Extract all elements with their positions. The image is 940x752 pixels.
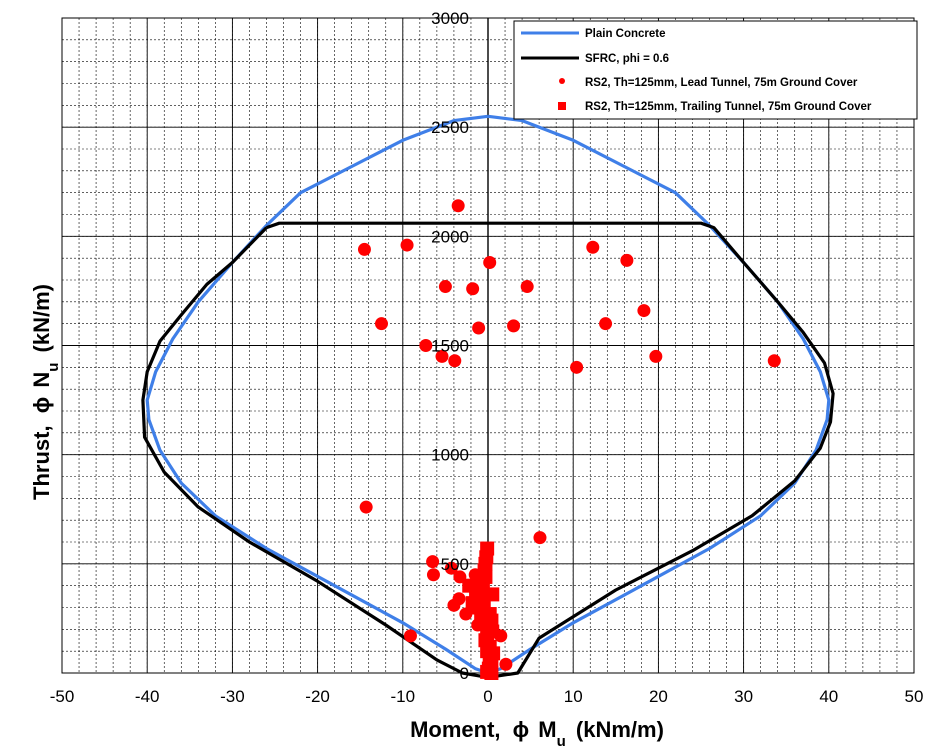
y-tick-label: 500 (441, 555, 469, 574)
legend-box (513, 20, 918, 120)
lead-tunnel-point (466, 282, 480, 296)
x-tick-label: 20 (649, 687, 668, 706)
y-tick-label: 3000 (431, 9, 469, 28)
legend-label-trailing-tunnel: RS2, Th=125mm, Trailing Tunnel, 75m Grou… (585, 101, 872, 113)
legend: Plain Concrete SFRC, phi = 0.6 RS2, Th=1… (513, 20, 918, 120)
x-axis-title: Moment, ϕ Mu (kNm/m) (410, 717, 664, 750)
y-tick-label: 2500 (431, 118, 469, 137)
legend-label-plain-concrete: Plain Concrete (585, 28, 666, 40)
sfrc-curve (141, 221, 835, 679)
lead-tunnel-point (447, 598, 461, 612)
lead-tunnel-point (533, 531, 547, 545)
trailing-tunnel-point (485, 587, 500, 602)
y-tick-label: 1500 (431, 337, 469, 356)
x-tick-labels: -50 -40 -30 -20 -10 0 10 20 30 40 50 (50, 687, 924, 706)
x-tick-label: 0 (483, 687, 492, 706)
lead-tunnel-point (637, 304, 651, 318)
legend-marker-trailing-tunnel (558, 102, 566, 110)
trailing-tunnel-point (480, 644, 495, 659)
x-tick-label: 10 (564, 687, 583, 706)
trailing-tunnel-point (474, 609, 489, 624)
lead-tunnel-point (620, 253, 634, 267)
y-tick-labels: 0 500 1000 1500 2000 2500 3000 (431, 9, 469, 683)
x-tick-label: -20 (305, 687, 330, 706)
legend-marker-lead-tunnel (559, 78, 565, 84)
lead-tunnel-point (507, 319, 521, 333)
legend-label-lead-tunnel: RS2, Th=125mm, Lead Tunnel, 75m Ground C… (585, 77, 858, 89)
lead-tunnel-point (426, 555, 440, 569)
x-tick-label: 40 (819, 687, 838, 706)
lead-tunnel-point (448, 354, 462, 368)
trailing-tunnel-point (462, 578, 477, 593)
lead-tunnel-point (649, 349, 663, 363)
lead-tunnel-point (472, 321, 486, 335)
lead-tunnel-point (357, 242, 371, 256)
x-tick-label: 30 (734, 687, 753, 706)
lead-tunnel-point (767, 354, 781, 368)
lead-tunnel-point (438, 280, 452, 294)
lead-tunnel-point (419, 339, 433, 352)
x-tick-label: -10 (391, 687, 416, 706)
data-markers (357, 199, 781, 680)
lead-tunnel-point (483, 256, 497, 270)
lead-tunnel-point (403, 629, 417, 643)
lead-tunnel-point (435, 349, 449, 363)
x-tick-label: -40 (135, 687, 160, 706)
y-tick-label: 2000 (431, 227, 469, 246)
lead-tunnel-point (570, 360, 584, 374)
lead-tunnel-point (444, 561, 458, 575)
trailing-tunnel-point (484, 666, 499, 680)
y-tick-label: 1000 (431, 446, 469, 465)
x-tick-label: -30 (220, 687, 245, 706)
lead-tunnel-point (599, 317, 613, 331)
lead-tunnel-point (375, 317, 388, 331)
y-axis-title: Thrust, ϕ Nu (kN/m) (29, 284, 62, 500)
lead-tunnel-point (586, 240, 600, 254)
lead-tunnel-point (520, 280, 534, 294)
trailing-tunnel-point (485, 624, 500, 639)
trailing-tunnel-point (473, 580, 488, 595)
lead-tunnel-point (426, 568, 440, 582)
lead-tunnel-point (400, 238, 414, 252)
y-tick-label: 0 (460, 664, 469, 683)
lead-tunnel-point (451, 199, 465, 213)
legend-label-sfrc: SFRC, phi = 0.6 (585, 53, 669, 65)
lead-tunnel-point (499, 657, 513, 671)
x-tick-label: -50 (50, 687, 75, 706)
x-tick-label: 50 (905, 687, 924, 706)
lead-tunnel-point (359, 500, 373, 514)
